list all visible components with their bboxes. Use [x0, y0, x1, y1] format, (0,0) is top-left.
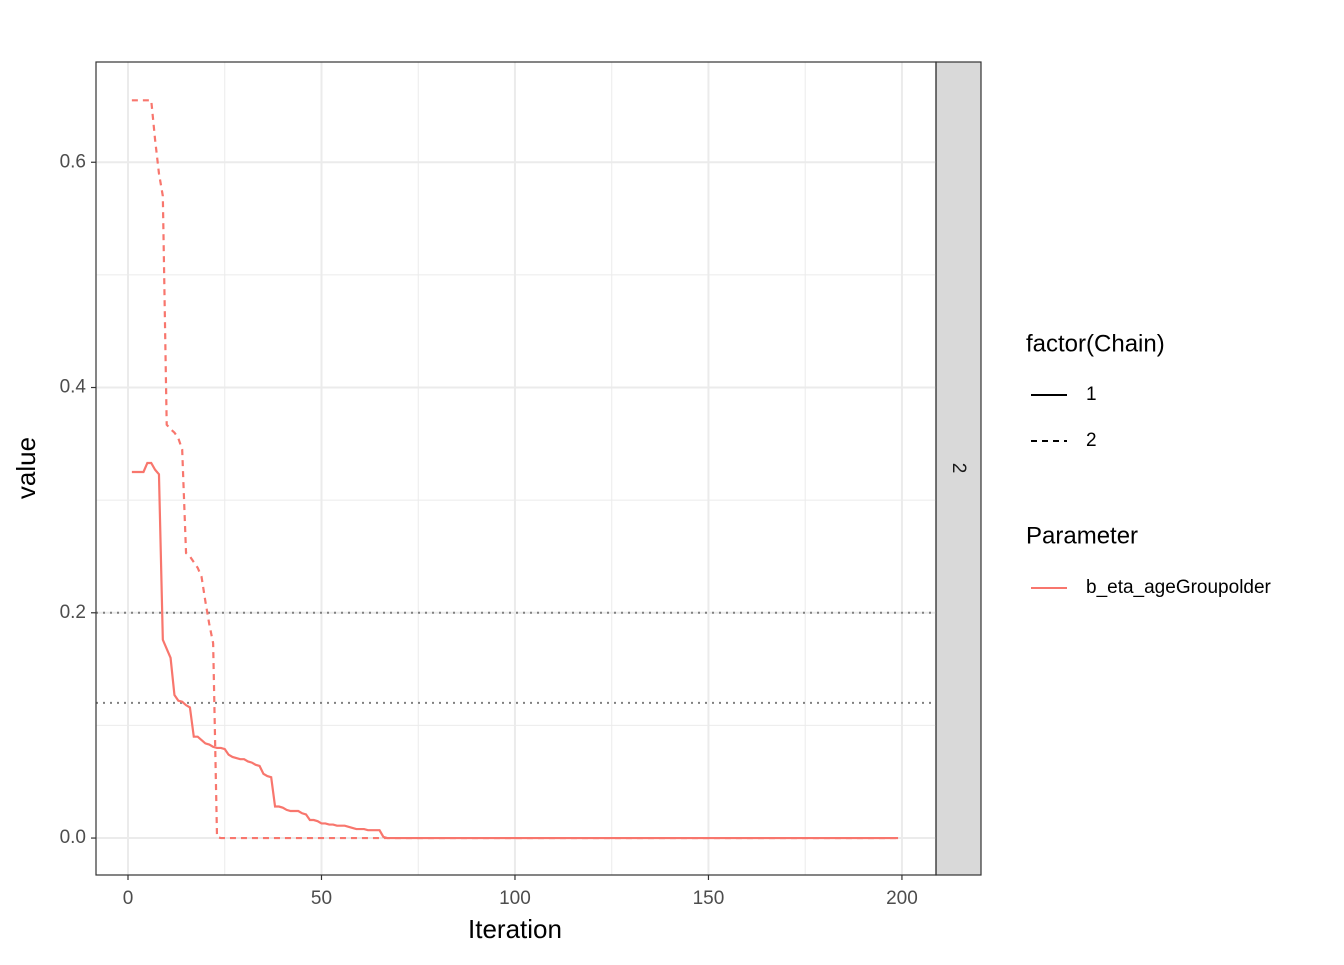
- y-tick-label: 0.0: [60, 827, 86, 848]
- panel-border: [95, 61, 937, 876]
- series-line: [131, 461, 899, 840]
- facet-strip: [935, 61, 982, 876]
- x-tick-label: 100: [499, 888, 531, 909]
- legend-title: factor(Chain): [1026, 330, 1165, 357]
- y-tick-label: 0.4: [60, 377, 87, 398]
- x-tick-label: 200: [886, 888, 918, 909]
- legend-label: b_eta_ageGroupolder: [1086, 577, 1272, 598]
- x-tick-label: 50: [311, 888, 332, 909]
- x-tick-label: 150: [693, 888, 725, 909]
- legend-label: 2: [1086, 430, 1097, 451]
- y-axis-label: value: [11, 437, 41, 499]
- series-line: [131, 99, 899, 840]
- y-tick-label: 0.6: [60, 151, 86, 172]
- legend-title: Parameter: [1026, 522, 1138, 549]
- y-tick-label: 0.2: [60, 602, 86, 623]
- facet-label: 2: [948, 463, 969, 474]
- legend-label: 1: [1086, 384, 1097, 405]
- x-tick-label: 0: [123, 888, 134, 909]
- x-axis-label: Iteration: [468, 914, 562, 944]
